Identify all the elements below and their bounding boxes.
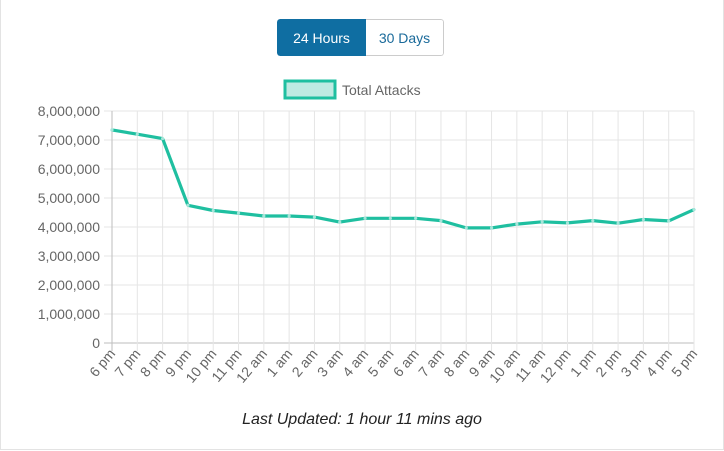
x-tick-label: 2 am [288,346,320,380]
data-point[interactable] [135,132,139,136]
y-tick-label: 1,000,000 [38,306,100,322]
x-tick-label: 2 pm [592,346,624,380]
data-point[interactable] [464,226,468,230]
data-point[interactable] [287,214,291,218]
y-tick-label: 0 [92,335,100,351]
x-tick-label: 4 pm [643,346,675,380]
x-tick-label: 1 pm [567,346,599,380]
data-point[interactable] [439,219,443,223]
data-point[interactable] [591,219,595,223]
data-point[interactable] [161,136,165,141]
x-tick-label: 4 am [339,346,371,380]
y-tick-label: 3,000,000 [38,248,100,264]
y-tick-label: 6,000,000 [38,161,100,177]
legend-label: Total Attacks [342,82,421,98]
x-tick-label: 6 pm [86,346,118,380]
y-tick-label: 5,000,000 [38,190,100,206]
data-point[interactable] [540,220,544,224]
data-point[interactable] [667,219,671,223]
data-point[interactable] [338,220,342,224]
time-range-toggle: 24 Hours 30 Days [277,19,444,56]
x-tick-label: 1 am [263,346,295,380]
x-tick-label: 7 pm [111,346,143,380]
data-point[interactable] [616,221,620,225]
y-tick-label: 7,000,000 [38,132,100,148]
data-point[interactable] [414,216,418,220]
y-tick-label: 4,000,000 [38,219,100,235]
x-tick-label: 8 am [440,346,472,380]
series-line-total-attacks [110,128,696,230]
x-tick-label: 3 pm [617,346,649,380]
x-tick-label: 3 am [314,346,346,380]
y-tick-label: 2,000,000 [38,277,100,293]
x-tick-label: 5 am [364,346,396,380]
legend-swatch [283,79,337,100]
x-tick-label: 7 am [415,346,447,380]
24-hours-button[interactable]: 24 Hours [277,19,366,56]
x-tick-label: 8 pm [137,346,169,380]
data-point[interactable] [312,215,317,219]
data-point[interactable] [489,226,494,230]
data-point[interactable] [262,214,266,218]
x-tick-label: 5 pm [668,346,700,380]
x-tick-label: 6 am [390,346,422,380]
data-point[interactable] [388,216,392,220]
data-point[interactable] [515,222,519,226]
data-point[interactable] [692,208,696,212]
data-point[interactable] [363,216,367,220]
30-days-button[interactable]: 30 Days [366,19,444,56]
last-updated-text: Last Updated: 1 hour 11 mins ago [242,411,482,428]
data-point[interactable] [641,217,645,222]
data-point[interactable] [186,203,190,207]
data-point[interactable] [211,208,215,213]
y-tick-label: 8,000,000 [38,103,100,119]
data-point[interactable] [110,128,114,132]
data-point[interactable] [236,211,241,215]
data-point[interactable] [565,221,570,225]
